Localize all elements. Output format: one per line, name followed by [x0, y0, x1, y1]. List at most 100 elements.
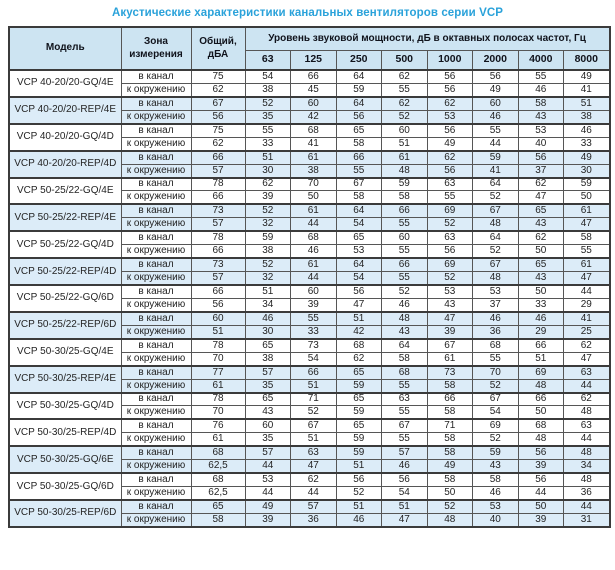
level-cell: 54 — [472, 405, 519, 420]
level-cell: 66 — [381, 203, 428, 219]
level-cell: 49 — [244, 498, 291, 514]
level-cell: 41 — [562, 310, 611, 326]
model-cell: VCP 50-25/22-GQ/4D — [8, 230, 122, 259]
level-cell: 50 — [562, 190, 611, 205]
col-header-freq-63: 63 — [244, 49, 291, 71]
total-cell: 67 — [190, 95, 246, 111]
level-cell: 54 — [335, 217, 382, 232]
level-cell: 46 — [562, 122, 611, 138]
level-cell: 59 — [472, 149, 519, 165]
model-cell: VCP 50-30/25-GQ/6E — [8, 445, 122, 474]
level-cell: 61 — [290, 203, 337, 219]
zone-cell: к окружению — [120, 217, 192, 232]
level-cell: 66 — [290, 68, 337, 84]
level-cell: 50 — [290, 190, 337, 205]
level-cell: 67 — [381, 418, 428, 434]
level-cell: 73 — [290, 337, 337, 353]
table-row: VCP 40-20/20-REP/4D в канал 66 51 61 66 61 62 59… — [8, 149, 611, 178]
model-cell: VCP 50-30/25-GQ/4E — [8, 337, 122, 367]
model-cell: VCP 50-30/25-GQ/4D — [8, 391, 122, 420]
level-cell: 56 — [517, 472, 564, 488]
level-cell: 56 — [335, 283, 382, 299]
total-cell: 58 — [190, 512, 246, 528]
total-cell: 62 — [190, 136, 246, 152]
level-cell: 62 — [426, 95, 473, 111]
level-cell: 58 — [472, 472, 519, 488]
table-row: к окружению 56 34 39 47 46 43 37 33 29 — [9, 297, 611, 313]
level-cell: 60 — [244, 418, 291, 434]
level-cell: 36 — [290, 512, 337, 528]
col-header-freq-8000: 8000 — [562, 49, 611, 71]
level-cell: 55 — [381, 217, 428, 232]
level-cell: 56 — [335, 472, 382, 488]
level-cell: 53 — [335, 244, 382, 259]
level-cell: 46 — [381, 297, 428, 313]
zone-cell: в канал — [120, 310, 192, 326]
total-cell: 75 — [190, 122, 246, 138]
level-cell: 43 — [381, 324, 428, 340]
zone-cell: в канал — [120, 122, 192, 138]
level-cell: 43 — [517, 217, 564, 232]
table-row: VCP 50-30/25-GQ/6D в канал 68 53 62 56 56 58 58 5… — [8, 472, 611, 501]
level-cell: 38 — [244, 244, 291, 259]
table-row: к окружению 70 43 52 59 55 58 54 50 48 — [9, 405, 611, 420]
total-cell: 68 — [190, 472, 246, 488]
zone-cell: в канал — [120, 283, 192, 299]
level-cell: 68 — [290, 122, 337, 138]
total-cell: 73 — [190, 203, 246, 219]
level-cell: 42 — [290, 109, 337, 125]
table-row: VCP 40-20/20-GQ/4D в канал 75 55 68 65 60 56 55 5… — [8, 122, 611, 152]
level-cell: 63 — [562, 364, 611, 380]
level-cell: 58 — [426, 432, 473, 447]
zone-cell: к окружению — [120, 405, 192, 420]
total-cell: 61 — [190, 432, 246, 447]
level-cell: 70 — [290, 176, 337, 192]
level-cell: 51 — [244, 283, 291, 299]
level-cell: 55 — [426, 190, 473, 205]
level-cell: 54 — [335, 271, 382, 286]
level-cell: 53 — [472, 283, 519, 299]
level-cell: 43 — [244, 405, 291, 420]
level-cell: 51 — [244, 149, 291, 165]
level-cell: 58 — [426, 378, 473, 394]
table-row: к окружению 57 32 44 54 55 52 48 43 47 — [9, 217, 611, 232]
level-cell: 33 — [244, 136, 291, 152]
level-cell: 52 — [244, 203, 291, 219]
level-cell: 30 — [562, 163, 611, 179]
total-cell: 62 — [190, 82, 246, 98]
level-cell: 52 — [426, 217, 473, 232]
zone-cell: в канал — [120, 364, 192, 380]
level-cell: 61 — [381, 149, 428, 165]
level-cell: 65 — [335, 122, 382, 138]
level-cell: 67 — [335, 176, 382, 192]
table-row: VCP 50-30/25-REP/6D в канал 65 49 57 51 51 52 53… — [8, 498, 611, 528]
zone-cell: к окружению — [120, 271, 192, 286]
level-cell: 53 — [472, 498, 519, 514]
level-cell: 48 — [517, 432, 564, 447]
level-cell: 61 — [426, 351, 473, 367]
level-cell: 48 — [381, 163, 428, 179]
total-cell: 70 — [190, 351, 246, 367]
level-cell: 36 — [472, 324, 519, 340]
level-cell: 41 — [562, 82, 611, 98]
col-header-freq-250: 250 — [335, 49, 382, 71]
table-row: к окружению 70 38 54 62 58 61 55 51 47 — [9, 351, 611, 367]
table-row: VCP 50-25/22-REP/4D в канал 73 52 61 64 66 69 67… — [8, 257, 611, 286]
level-cell: 55 — [517, 68, 564, 84]
total-cell: 77 — [190, 364, 246, 380]
level-cell: 64 — [335, 95, 382, 111]
level-cell: 50 — [517, 405, 564, 420]
level-cell: 66 — [381, 257, 428, 273]
level-cell: 48 — [562, 445, 611, 461]
level-cell: 38 — [244, 82, 291, 98]
col-header-freq-4000: 4000 — [517, 49, 564, 71]
level-cell: 37 — [517, 163, 564, 179]
level-cell: 47 — [517, 190, 564, 205]
level-cell: 60 — [472, 95, 519, 111]
model-cell: VCP 50-25/22-REP/6D — [8, 310, 122, 340]
total-cell: 70 — [190, 405, 246, 420]
table-row: к окружению 56 35 42 56 52 53 46 43 38 — [9, 109, 611, 125]
level-cell: 67 — [472, 391, 519, 407]
total-cell: 66 — [190, 244, 246, 259]
level-cell: 58 — [426, 405, 473, 420]
